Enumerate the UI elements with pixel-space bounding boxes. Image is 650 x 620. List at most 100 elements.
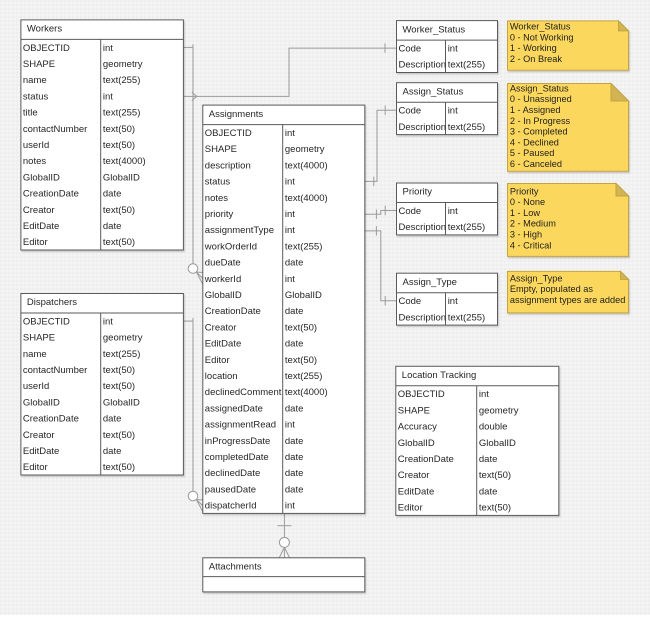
svg-text:Code: Code <box>399 44 422 55</box>
svg-text:text(255): text(255) <box>285 241 323 252</box>
svg-text:text(50): text(50) <box>479 470 511 481</box>
svg-text:Code: Code <box>399 296 422 307</box>
svg-text:int: int <box>285 274 295 285</box>
svg-text:text(255): text(255) <box>285 371 323 382</box>
svg-text:Description: Description <box>399 122 447 133</box>
svg-text:workOrderId: workOrderId <box>204 241 257 252</box>
svg-text:text(50): text(50) <box>103 381 135 392</box>
svg-text:Assignments: Assignments <box>209 109 264 120</box>
svg-text:dispatcherId: dispatcherId <box>205 501 257 512</box>
svg-text:SHAPE: SHAPE <box>398 405 430 416</box>
svg-text:status: status <box>205 177 231 188</box>
svg-text:GlobalID: GlobalID <box>103 397 140 408</box>
svg-text:date: date <box>103 414 122 425</box>
svg-text:Workers: Workers <box>27 24 62 35</box>
svg-text:name: name <box>23 349 47 360</box>
svg-text:geometry: geometry <box>285 144 325 155</box>
svg-text:0 - Not Working: 0 - Not Working <box>510 32 574 42</box>
svg-text:Dispatchers: Dispatchers <box>27 297 77 308</box>
svg-text:Worker_Status: Worker_Status <box>403 24 466 35</box>
svg-text:text(50): text(50) <box>103 124 135 135</box>
svg-text:date: date <box>103 221 122 232</box>
svg-text:5 - Paused: 5 - Paused <box>510 148 554 158</box>
svg-text:int: int <box>103 43 113 54</box>
svg-text:notes: notes <box>205 193 228 204</box>
svg-text:Attachments: Attachments <box>209 562 262 573</box>
svg-text:date: date <box>479 486 498 497</box>
svg-text:Creator: Creator <box>23 430 55 441</box>
svg-text:CreationDate: CreationDate <box>23 414 79 425</box>
svg-text:Description: Description <box>399 312 447 323</box>
svg-text:int: int <box>285 128 295 139</box>
svg-text:text(50): text(50) <box>103 430 135 441</box>
svg-text:pausedDate: pausedDate <box>205 484 256 495</box>
svg-text:0 - None: 0 - None <box>510 197 545 207</box>
svg-text:OBJECTID: OBJECTID <box>398 389 445 400</box>
svg-text:location: location <box>205 371 238 382</box>
svg-text:date: date <box>479 454 498 465</box>
svg-text:double: double <box>479 422 508 433</box>
svg-text:notes: notes <box>23 156 46 167</box>
svg-text:declinedComment: declinedComment <box>205 387 282 398</box>
svg-text:completedDate: completedDate <box>205 452 269 463</box>
svg-text:SHAPE: SHAPE <box>205 144 237 155</box>
svg-text:Creator: Creator <box>23 205 55 216</box>
svg-text:date: date <box>103 189 122 200</box>
svg-text:Description: Description <box>399 60 447 71</box>
svg-text:text(4000): text(4000) <box>285 160 328 171</box>
svg-text:Assign_Type: Assign_Type <box>403 277 457 288</box>
svg-text:Assign_Status: Assign_Status <box>510 83 569 93</box>
svg-text:userId: userId <box>23 140 49 151</box>
svg-text:text(50): text(50) <box>285 355 317 366</box>
svg-text:4 - Declined: 4 - Declined <box>510 137 559 147</box>
svg-text:assignmentRead: assignmentRead <box>205 420 276 431</box>
svg-text:1 - Assigned: 1 - Assigned <box>510 105 561 115</box>
svg-text:text(255): text(255) <box>448 60 486 71</box>
svg-text:contactNumber: contactNumber <box>23 365 87 376</box>
svg-text:6 - Canceled: 6 - Canceled <box>510 159 562 169</box>
svg-text:GlobalID: GlobalID <box>23 172 60 183</box>
svg-text:Editor: Editor <box>23 462 48 473</box>
svg-text:text(255): text(255) <box>103 349 140 360</box>
svg-text:Code: Code <box>399 206 422 217</box>
svg-text:GlobalID: GlobalID <box>479 438 516 449</box>
svg-text:Accuracy: Accuracy <box>398 422 437 433</box>
svg-text:int: int <box>103 91 113 102</box>
svg-text:GlobalID: GlobalID <box>205 290 242 301</box>
svg-text:text(50): text(50) <box>479 503 511 514</box>
svg-text:int: int <box>479 389 489 400</box>
svg-text:date: date <box>103 446 122 457</box>
svg-text:geometry: geometry <box>103 333 143 344</box>
svg-text:text(255): text(255) <box>448 122 486 133</box>
svg-text:int: int <box>448 44 458 55</box>
svg-text:3 - Completed: 3 - Completed <box>510 127 568 137</box>
svg-text:EditDate: EditDate <box>23 221 59 232</box>
svg-text:assignmentType: assignmentType <box>205 225 274 236</box>
svg-text:text(50): text(50) <box>285 322 317 333</box>
svg-text:assignment types are added: assignment types are added <box>510 295 625 305</box>
svg-text:inProgressDate: inProgressDate <box>205 436 270 447</box>
svg-text:date: date <box>285 258 304 269</box>
svg-text:Empty, populated as: Empty, populated as <box>510 284 593 294</box>
svg-text:int: int <box>285 420 295 431</box>
svg-text:int: int <box>448 296 458 307</box>
svg-text:1 - Low: 1 - Low <box>510 208 540 218</box>
svg-text:text(50): text(50) <box>103 237 135 248</box>
svg-text:Creator: Creator <box>205 322 237 333</box>
svg-text:text(50): text(50) <box>103 365 135 376</box>
svg-text:Creator: Creator <box>398 470 430 481</box>
svg-text:text(255): text(255) <box>448 312 486 323</box>
svg-text:date: date <box>285 436 304 447</box>
svg-text:text(4000): text(4000) <box>103 156 146 167</box>
svg-text:text(4000): text(4000) <box>285 193 328 204</box>
svg-text:text(255): text(255) <box>103 75 140 86</box>
svg-text:SHAPE: SHAPE <box>23 59 55 70</box>
svg-text:text(50): text(50) <box>103 205 135 216</box>
svg-text:name: name <box>23 75 47 86</box>
svg-text:Assign_Status: Assign_Status <box>403 86 464 97</box>
svg-text:CreationDate: CreationDate <box>23 189 79 200</box>
svg-text:OBJECTID: OBJECTID <box>205 128 252 139</box>
svg-text:EditDate: EditDate <box>23 446 59 457</box>
svg-text:2 - In Progress: 2 - In Progress <box>510 116 571 126</box>
svg-text:int: int <box>448 106 458 117</box>
